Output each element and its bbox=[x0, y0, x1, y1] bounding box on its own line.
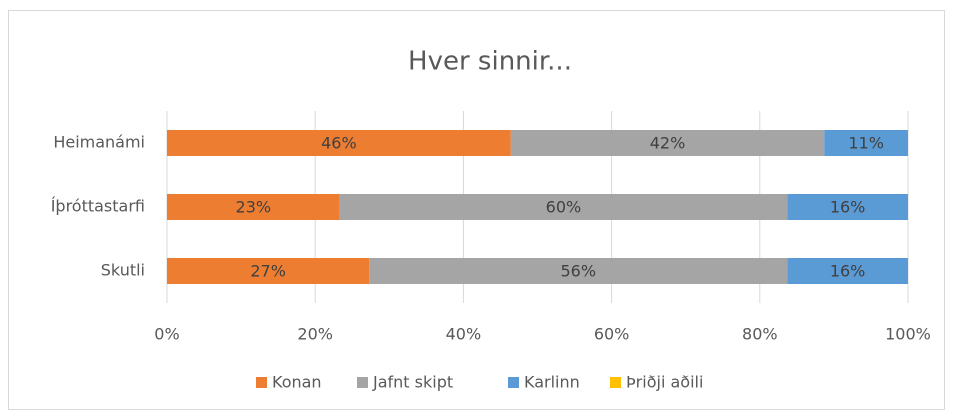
chart-title: Hver sinnir... bbox=[408, 47, 572, 77]
data-label: 23% bbox=[236, 198, 272, 217]
x-tick-label: 80% bbox=[742, 325, 778, 344]
legend-swatch bbox=[357, 377, 368, 388]
x-tick-label: 100% bbox=[885, 325, 931, 344]
x-tick-label: 20% bbox=[297, 325, 333, 344]
legend-label: Konan bbox=[272, 373, 322, 392]
data-label: 46% bbox=[321, 134, 357, 153]
bar-segment bbox=[510, 130, 825, 156]
data-label: 60% bbox=[546, 198, 582, 217]
y-tick-label: Heimanámi bbox=[53, 133, 145, 152]
legend-swatch bbox=[256, 377, 267, 388]
legend-label: Karlinn bbox=[524, 373, 580, 392]
bar-segment bbox=[824, 130, 908, 156]
data-label: 27% bbox=[250, 262, 286, 281]
data-label: 11% bbox=[848, 134, 884, 153]
data-label: 16% bbox=[830, 262, 866, 281]
data-label: 16% bbox=[830, 198, 866, 217]
legend-label: Jafnt skipt bbox=[372, 373, 453, 392]
data-label: 42% bbox=[650, 134, 686, 153]
y-tick-label: Skutli bbox=[101, 261, 145, 280]
legend-swatch bbox=[610, 377, 621, 388]
x-tick-label: 40% bbox=[446, 325, 482, 344]
bar-segment bbox=[167, 194, 340, 220]
legend-swatch bbox=[508, 377, 519, 388]
bar-segment bbox=[787, 258, 908, 284]
bar-segment bbox=[167, 258, 370, 284]
x-tick-label: 60% bbox=[594, 325, 630, 344]
data-label: 56% bbox=[560, 262, 596, 281]
bar-segment bbox=[787, 194, 908, 220]
x-tick-label: 0% bbox=[154, 325, 179, 344]
y-tick-label: Íþróttastarfi bbox=[51, 197, 145, 216]
bar-segment bbox=[339, 194, 788, 220]
bar-segment bbox=[369, 258, 788, 284]
legend-label: Þriðji aðili bbox=[626, 373, 703, 392]
bar-segment bbox=[167, 130, 511, 156]
